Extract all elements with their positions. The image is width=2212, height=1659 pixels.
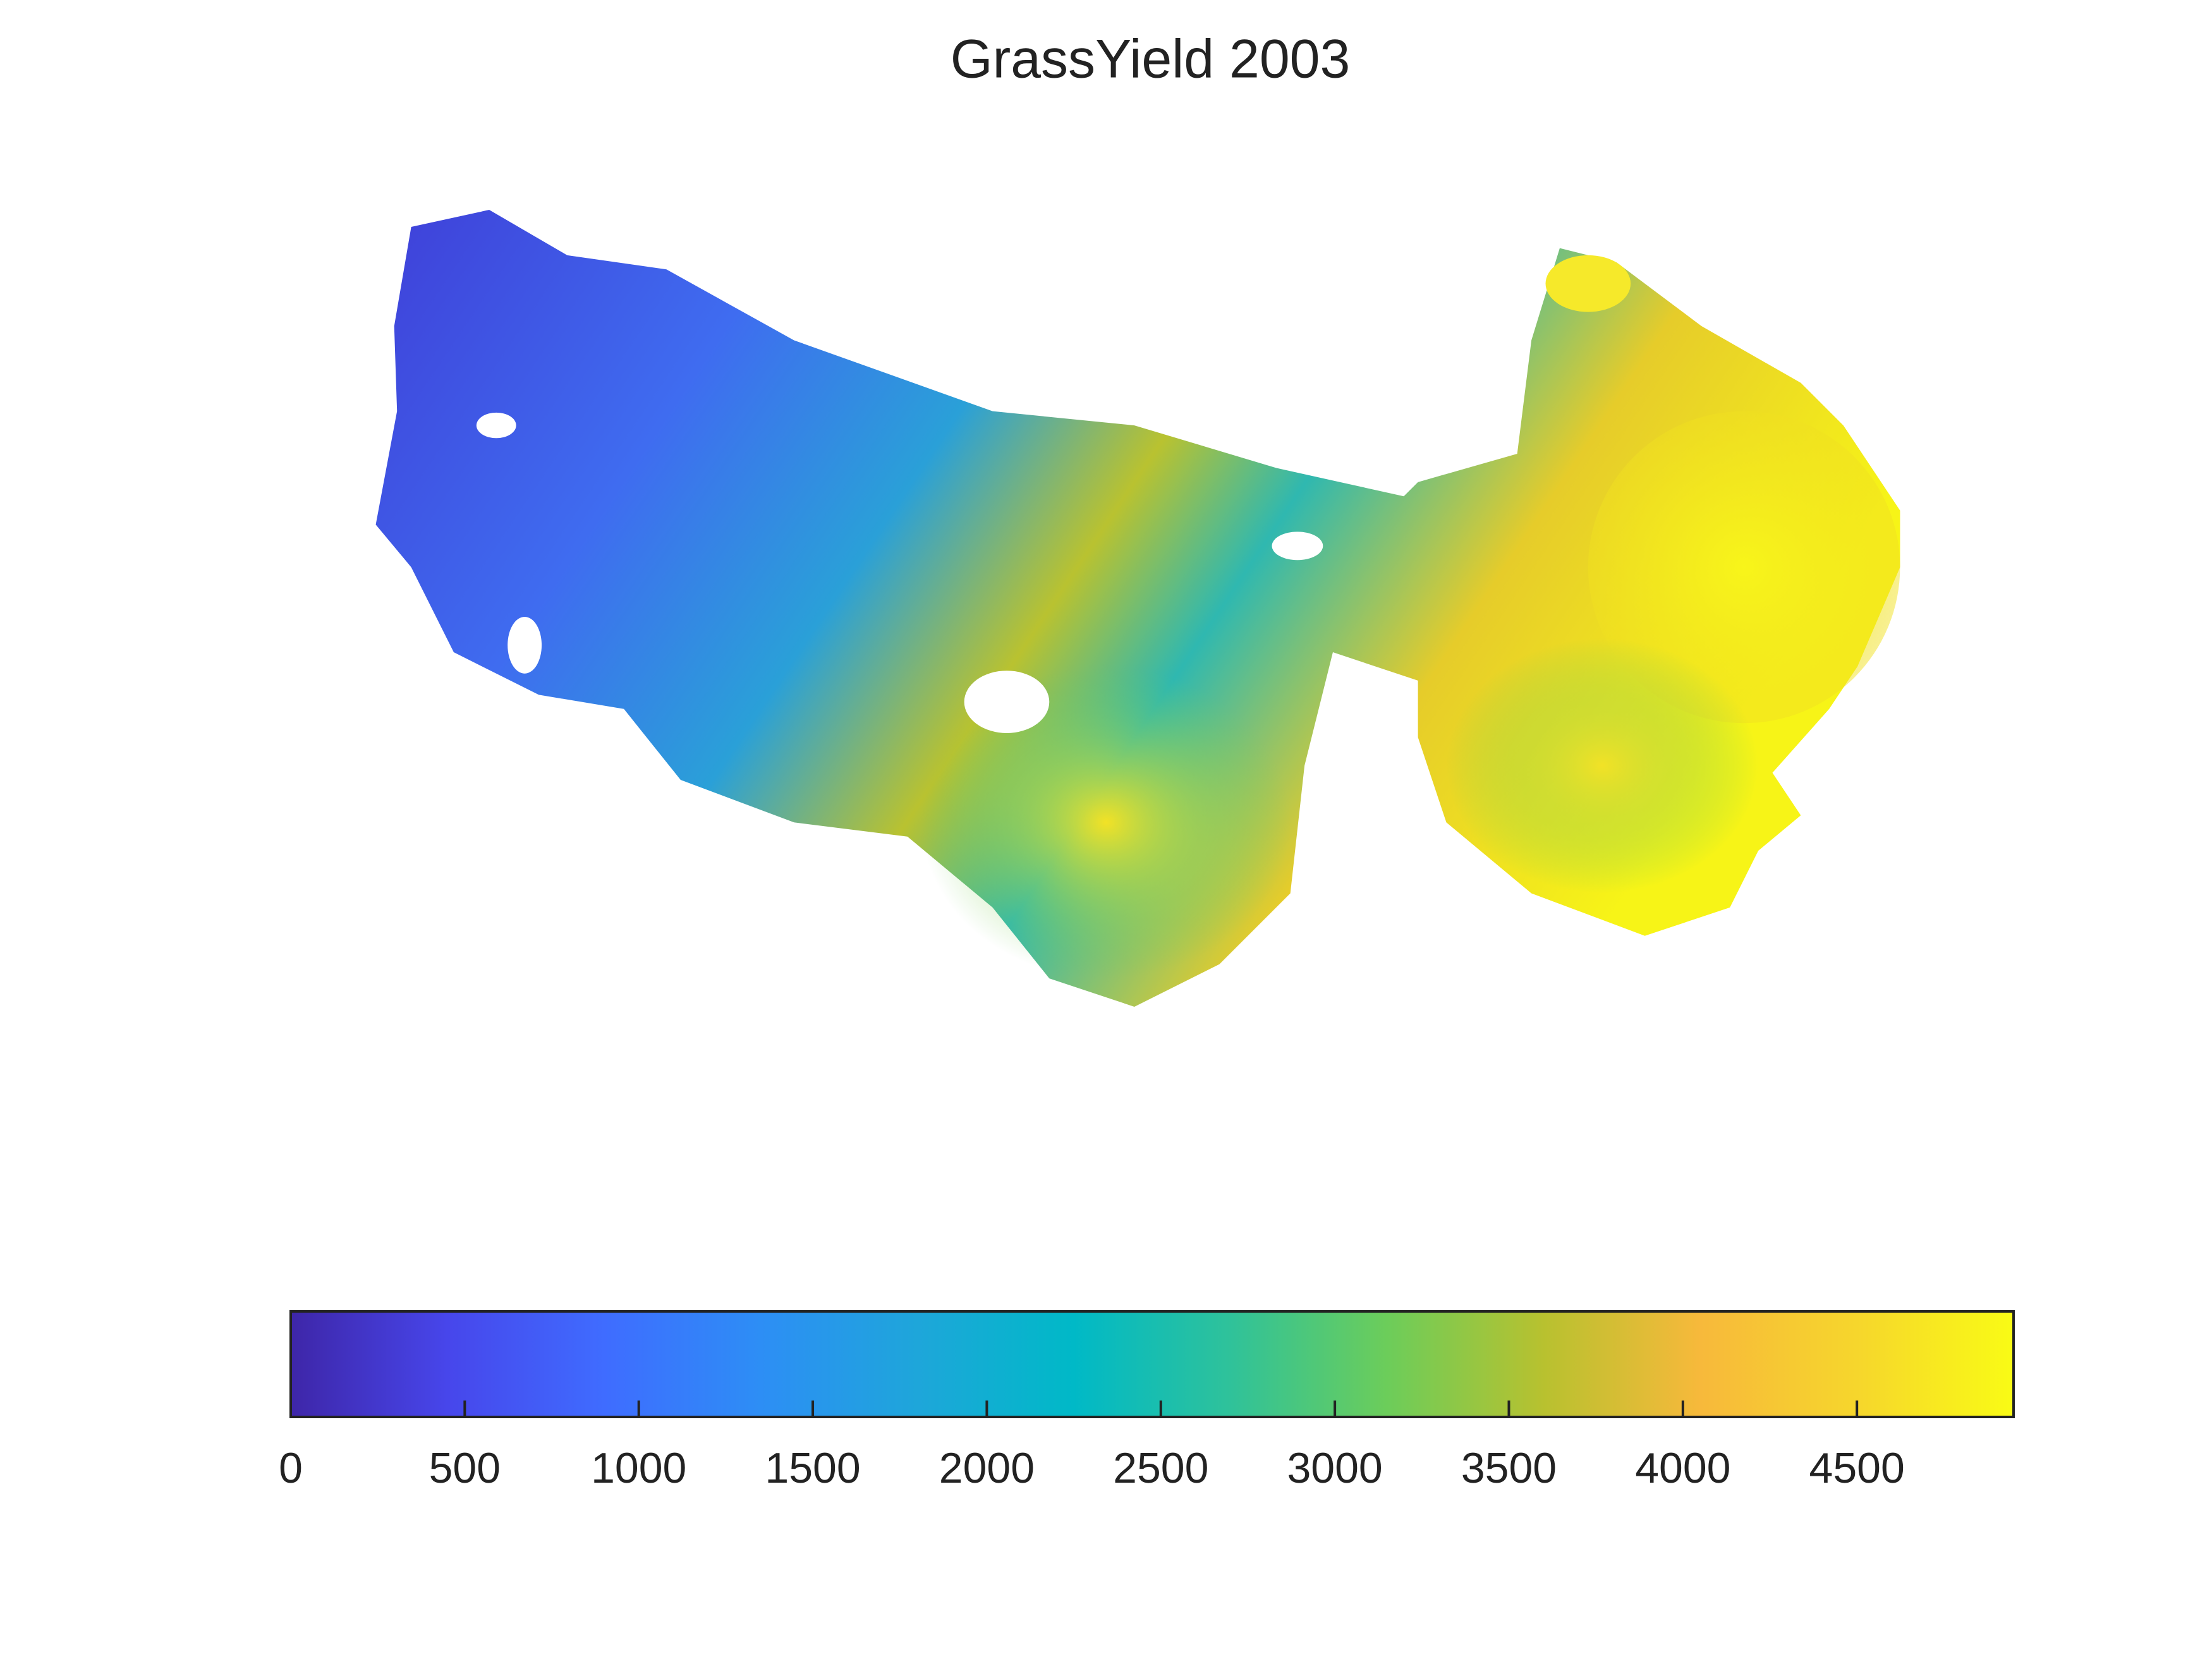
map-raster xyxy=(375,210,1900,1007)
no-data-gap xyxy=(964,671,1050,733)
high-yield-area xyxy=(1588,411,1900,724)
no-data-gap xyxy=(476,412,516,439)
no-data-gap xyxy=(507,616,542,674)
high-yield-area xyxy=(1446,638,1759,894)
colorbar-gradient xyxy=(289,1310,2015,1418)
colorbar-tick-label: 3000 xyxy=(1287,1444,1382,1492)
colorbar-tick-label: 500 xyxy=(429,1444,501,1492)
high-yield-area xyxy=(921,666,1291,979)
colorbar-tick-label: 2500 xyxy=(1113,1444,1208,1492)
map-title: GrassYield 2003 xyxy=(951,29,1351,90)
colorbar-tick-label: 4500 xyxy=(1809,1444,1905,1492)
colorbar-tick-label: 0 xyxy=(279,1444,303,1492)
colorbar: 0 500 1000 1500 2000 2500 3000 3500 4000 4500 xyxy=(279,1310,2015,1492)
high-yield-area xyxy=(1545,255,1631,312)
no-data-gap xyxy=(1272,532,1323,561)
colorbar-tick-label: 1000 xyxy=(591,1444,686,1492)
colorbar-tick-label: 3500 xyxy=(1461,1444,1557,1492)
colorbar-tick-label: 1500 xyxy=(765,1444,860,1492)
colorbar-tick-label: 2000 xyxy=(939,1444,1035,1492)
colorbar-tick-label: 4000 xyxy=(1635,1444,1730,1492)
